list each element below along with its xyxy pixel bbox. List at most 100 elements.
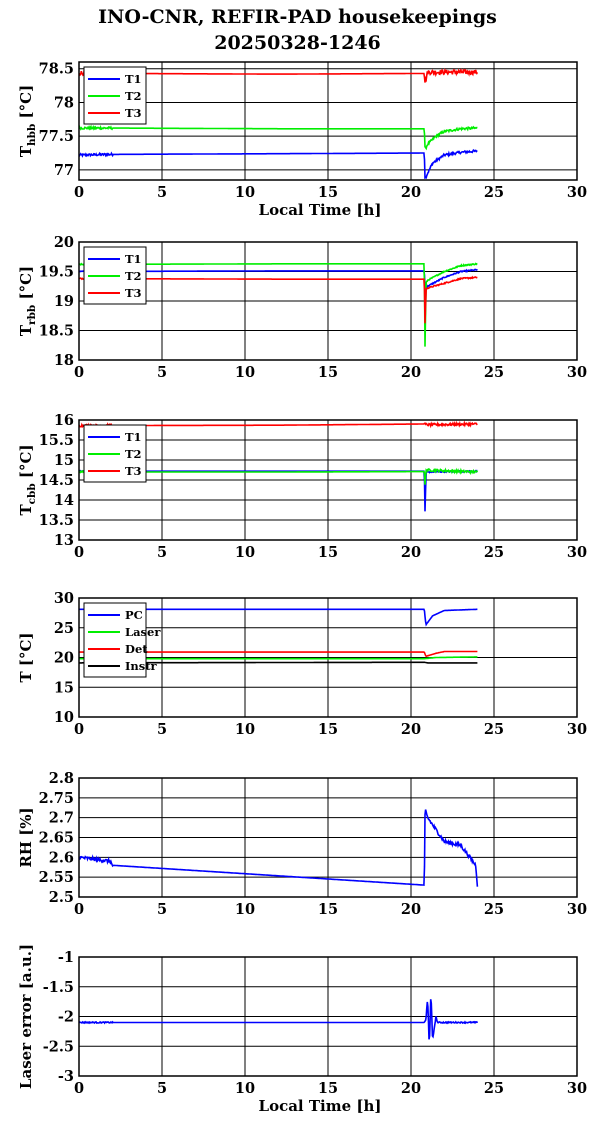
- chart-title-line1: INO-CNR, REFIR-PAD housekeepings: [98, 6, 497, 28]
- x-tick-label: 25: [484, 1080, 504, 1097]
- y-tick-label: 18.5: [39, 323, 74, 340]
- series-line-data: [79, 999, 479, 1040]
- y-tick-label: -2.5: [43, 1038, 74, 1055]
- plot-frame: [78, 419, 578, 541]
- legend-entry: T2: [125, 447, 142, 461]
- y-tick-label: 2.75: [39, 790, 74, 807]
- x-axis-label: Local Time [h]: [259, 201, 382, 219]
- x-tick-label: 25: [484, 544, 504, 561]
- x-tick-label: 30: [567, 364, 587, 381]
- x-tick-label: 30: [567, 544, 587, 561]
- x-tick-label: 10: [235, 184, 255, 201]
- x-tick-label: 10: [235, 721, 255, 738]
- legend-entry: T2: [125, 269, 142, 283]
- y-tick-label: 18: [54, 352, 74, 369]
- plot-frame: [78, 241, 578, 361]
- y-tick-label: 13: [54, 532, 74, 549]
- y-tick-label: 13.5: [39, 512, 74, 529]
- x-tick-label: 5: [157, 364, 167, 381]
- y-tick-label: 20: [54, 650, 74, 667]
- x-tick-label: 0: [74, 721, 84, 738]
- x-tick-label: 15: [318, 721, 338, 738]
- legend-entry: Instr: [125, 659, 158, 673]
- plot-frame: [78, 61, 578, 181]
- series-line-t1: [79, 148, 478, 180]
- plot-frame: [78, 777, 578, 898]
- x-tick-label: 25: [484, 184, 504, 201]
- legend-entry: Det: [125, 642, 148, 656]
- y-tick-label: 2.5: [49, 889, 74, 906]
- legend: T1 T2 T3: [83, 424, 147, 483]
- panel-4: 0 5 10 15 20 25 30 10 15 20 25 30 T [°C] PC Laser Det In…: [17, 590, 587, 738]
- x-tick-label: 15: [318, 901, 338, 918]
- x-tick-label: 0: [74, 901, 84, 918]
- x-tick-label: 25: [484, 901, 504, 918]
- x-tick-label: 30: [567, 1080, 587, 1097]
- x-tick-label: 15: [318, 544, 338, 561]
- legend: T1 T2 T3: [83, 66, 147, 125]
- x-tick-label: 5: [157, 544, 167, 561]
- legend-entry: T1: [125, 430, 142, 444]
- y-tick-label: 2.6: [49, 849, 74, 866]
- x-tick-label: 30: [567, 901, 587, 918]
- panel-1: 0 5 10 15 20 25 30 77 77.5 78 78.5 Local Time [h] Th…: [17, 61, 587, 219]
- y-tick-label: 15.5: [39, 432, 74, 449]
- x-tick-label: 30: [567, 184, 587, 201]
- x-tick-label: 25: [484, 721, 504, 738]
- x-tick-label: 5: [157, 721, 167, 738]
- plot-frame: [78, 597, 578, 718]
- y-tick-label: 16: [54, 412, 74, 429]
- y-tick-label: 10: [54, 709, 74, 726]
- legend-entry: Laser: [125, 625, 161, 639]
- legend-entry: T1: [125, 252, 142, 266]
- y-tick-label: -3: [58, 1068, 74, 1085]
- y-axis-label: Tcbb [°C]: [17, 444, 38, 515]
- x-tick-label: 5: [157, 1080, 167, 1097]
- x-axis-label: Local Time [h]: [259, 1097, 382, 1115]
- series-line-data: [79, 809, 479, 887]
- x-tick-label: 5: [157, 184, 167, 201]
- legend: PC Laser Det Instr: [83, 602, 161, 678]
- x-tick-label: 20: [401, 184, 421, 201]
- x-tick-label: 15: [318, 184, 338, 201]
- legend-entry: T3: [125, 286, 142, 300]
- y-tick-label: 14: [54, 492, 74, 509]
- legend-entry: T1: [125, 72, 142, 86]
- x-tick-label: 0: [74, 544, 84, 561]
- x-tick-label: 0: [74, 184, 84, 201]
- y-axis-label: Laser error [a.u.]: [17, 944, 35, 1089]
- x-tick-label: 15: [318, 1080, 338, 1097]
- x-tick-label: 10: [235, 364, 255, 381]
- x-tick-label: 20: [401, 364, 421, 381]
- legend-entry: T2: [125, 89, 142, 103]
- y-tick-label: 30: [54, 590, 74, 607]
- panel-3: 0 5 10 15 20 25 30 13 13.5 14 14.5 15 15.5 16 Tcbb [°C…: [17, 412, 587, 561]
- legend-entry: PC: [125, 608, 143, 622]
- y-tick-label: -1.5: [43, 979, 74, 996]
- x-tick-label: 10: [235, 544, 255, 561]
- y-tick-label: 77: [54, 162, 74, 179]
- x-tick-label: 10: [235, 901, 255, 918]
- series-line-t2: [79, 124, 478, 151]
- x-tick-label: 5: [157, 901, 167, 918]
- y-tick-label: 78: [54, 94, 74, 111]
- y-tick-label: 20: [54, 234, 74, 251]
- y-tick-label: 19: [54, 293, 74, 310]
- x-tick-label: 0: [74, 1080, 84, 1097]
- x-tick-label: 25: [484, 364, 504, 381]
- x-tick-label: 20: [401, 721, 421, 738]
- x-tick-label: 15: [318, 364, 338, 381]
- y-tick-label: 15: [54, 679, 74, 696]
- y-tick-label: 14.5: [39, 472, 74, 489]
- x-tick-label: 20: [401, 901, 421, 918]
- y-tick-label: 19.5: [39, 264, 74, 281]
- y-tick-label: -1: [58, 949, 74, 966]
- x-tick-label: 30: [567, 721, 587, 738]
- y-tick-label: -2: [58, 1009, 74, 1026]
- y-axis-label: Thbb [°C]: [17, 85, 38, 157]
- y-tick-label: 78.5: [39, 61, 74, 78]
- x-tick-label: 20: [401, 1080, 421, 1097]
- y-tick-label: 77.5: [39, 128, 74, 145]
- y-tick-label: 2.7: [49, 810, 74, 827]
